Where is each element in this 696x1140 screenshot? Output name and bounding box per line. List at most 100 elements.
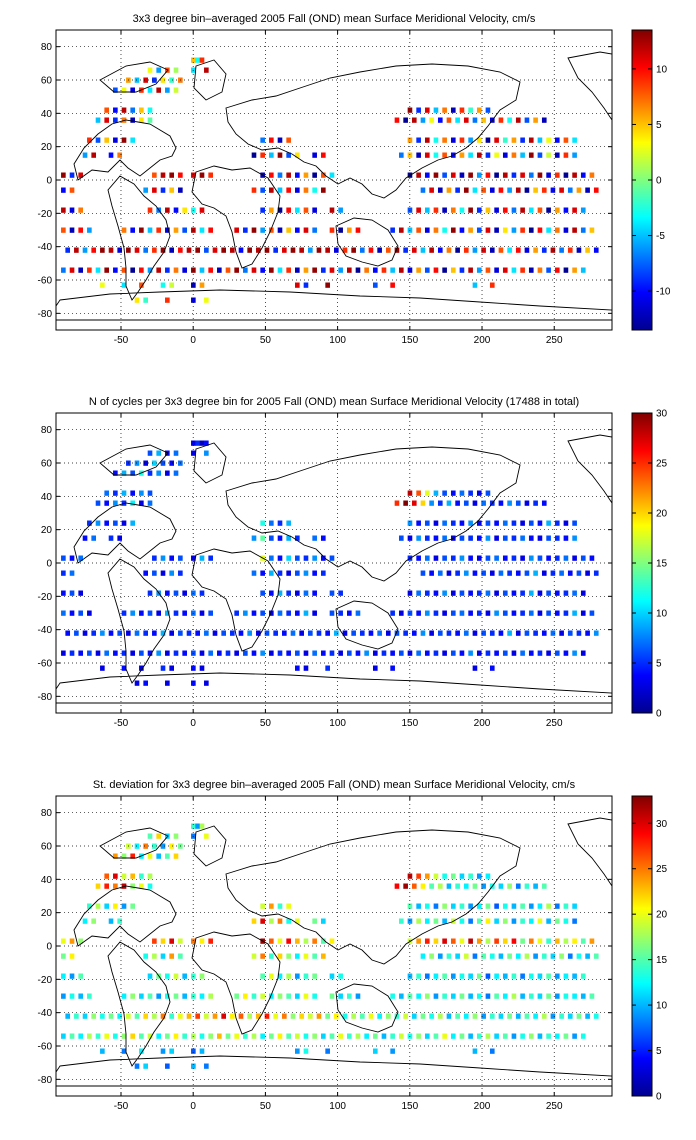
data-bin xyxy=(147,117,153,123)
data-bin xyxy=(507,883,512,889)
data-bin xyxy=(576,953,582,959)
data-bin xyxy=(277,903,283,909)
colorbar-tick-label: 0 xyxy=(656,176,662,187)
x-tick-label: -50 xyxy=(114,718,129,729)
data-bin xyxy=(178,570,183,576)
data-bin xyxy=(485,973,491,979)
data-bin xyxy=(165,1063,170,1069)
data-bin xyxy=(459,973,465,979)
data-bin xyxy=(403,1013,408,1019)
data-bin xyxy=(502,227,508,233)
data-bin xyxy=(147,1033,153,1039)
data-bin xyxy=(130,1033,135,1039)
data-bin xyxy=(191,282,196,288)
data-bin xyxy=(308,247,313,253)
data-bin xyxy=(113,267,118,273)
y-tick-label: -20 xyxy=(38,975,53,986)
data-bin xyxy=(295,267,300,273)
data-bin xyxy=(446,883,452,889)
data-bin xyxy=(507,953,512,959)
data-bin xyxy=(208,938,213,944)
data-bin xyxy=(121,520,127,526)
data-bin xyxy=(476,993,482,999)
data-bin xyxy=(160,843,166,849)
data-bin xyxy=(147,87,153,93)
data-bin xyxy=(295,187,300,193)
data-bin xyxy=(541,247,547,253)
data-bin xyxy=(269,953,274,959)
data-bin xyxy=(502,267,508,273)
data-bin xyxy=(420,117,426,123)
data-bin xyxy=(459,903,465,909)
data-bin xyxy=(377,1013,382,1019)
data-bin xyxy=(589,555,595,561)
x-tick-label: 50 xyxy=(260,718,272,729)
data-bin xyxy=(589,993,595,999)
data-bin xyxy=(364,650,369,656)
data-bin xyxy=(312,973,317,979)
data-bin xyxy=(204,1013,209,1019)
data-bin xyxy=(277,590,283,596)
data-bin xyxy=(520,535,525,541)
data-bin xyxy=(468,555,473,561)
data-bin xyxy=(117,1013,123,1019)
data-bin xyxy=(321,535,326,541)
data-bin xyxy=(520,918,525,924)
data-bin xyxy=(69,590,75,596)
data-bin xyxy=(295,938,300,944)
data-bin xyxy=(312,938,317,944)
data-bin xyxy=(416,918,421,924)
data-bin xyxy=(433,137,439,143)
data-bin xyxy=(295,570,300,576)
data-bin xyxy=(286,555,291,561)
data-bin xyxy=(442,520,447,526)
data-bin xyxy=(424,873,430,879)
data-bin xyxy=(563,610,569,616)
data-bin xyxy=(251,152,257,158)
data-bin xyxy=(178,187,183,193)
data-bin xyxy=(459,993,465,999)
data-bin xyxy=(442,903,447,909)
data-bin xyxy=(502,993,508,999)
data-bin xyxy=(160,1013,166,1019)
data-bin xyxy=(225,267,231,273)
data-bin xyxy=(147,650,153,656)
data-bin xyxy=(546,207,551,213)
data-bin xyxy=(303,207,309,213)
data-bin xyxy=(238,630,244,636)
data-bin xyxy=(563,903,569,909)
data-bin xyxy=(593,570,599,576)
data-bin xyxy=(121,1048,127,1054)
data-bin xyxy=(364,1033,369,1039)
data-bin xyxy=(286,938,291,944)
data-bin xyxy=(481,500,486,506)
data-bin xyxy=(295,227,300,233)
data-bin xyxy=(520,610,525,616)
data-bin xyxy=(195,440,200,446)
data-bin xyxy=(468,267,473,273)
data-bin xyxy=(429,883,434,889)
data-bin xyxy=(243,610,248,616)
data-bin xyxy=(437,953,443,959)
data-bin xyxy=(481,883,486,889)
data-bin xyxy=(355,993,361,999)
data-bin xyxy=(225,1033,231,1039)
data-bin xyxy=(450,590,456,596)
data-bin xyxy=(286,953,291,959)
data-bin xyxy=(520,207,525,213)
data-bin xyxy=(424,650,430,656)
data-bin xyxy=(459,590,465,596)
data-bin xyxy=(74,247,79,253)
data-bin xyxy=(182,207,187,213)
data-bin xyxy=(204,1063,209,1069)
y-tick-label: -60 xyxy=(38,659,53,670)
data-bin xyxy=(121,87,127,93)
data-bin xyxy=(173,207,179,213)
data-bin xyxy=(502,152,508,158)
data-bin xyxy=(459,520,465,526)
data-bin xyxy=(165,973,170,979)
data-bin xyxy=(567,953,573,959)
data-bin xyxy=(463,247,469,253)
data-bin xyxy=(191,823,196,829)
